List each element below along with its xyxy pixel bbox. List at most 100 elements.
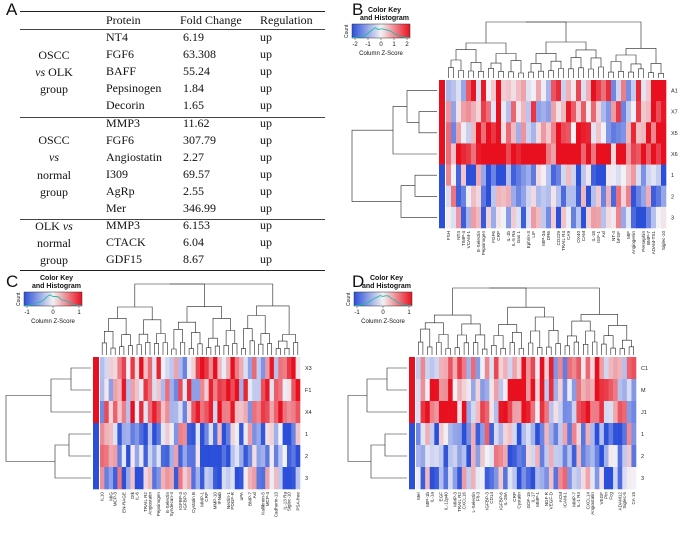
dendrogram-branch (119, 346, 125, 355)
heatmap-cell (512, 467, 518, 490)
heatmap-cell (269, 357, 275, 380)
heatmap-cell (561, 164, 567, 187)
dendrogram-branch (571, 320, 591, 336)
heatmap-cell (438, 401, 444, 424)
heatmap-cell (269, 379, 275, 402)
dendrogram-branch (625, 48, 657, 64)
heatmap-cell (606, 185, 612, 208)
dendrogram-branch (608, 71, 614, 78)
heatmap-cell (484, 401, 490, 424)
heatmap-cell (152, 445, 157, 468)
heatmap-cell (541, 101, 547, 123)
dendrogram-branch (518, 348, 524, 355)
heatmap-cell (498, 445, 504, 468)
color-key-title: Color Key (40, 275, 73, 282)
heatmap-cell (536, 164, 542, 187)
heatmap-cell (476, 80, 482, 102)
heatmap-cell (581, 401, 586, 424)
heatmap-cell (230, 401, 236, 424)
heatmap-cell (160, 467, 166, 490)
heatmap-cell (130, 445, 136, 468)
dendrogram-branch (278, 340, 288, 349)
heatmap-cell (641, 80, 647, 102)
color-key-count-label: Count (16, 292, 22, 306)
heatmap-cell (556, 143, 562, 165)
group-side-bar (439, 101, 445, 123)
heatmap-column-label: EN-RAGE (121, 492, 126, 513)
heatmap-cell (108, 423, 114, 446)
heatmap-cell (452, 357, 458, 380)
table-cell-reg: up (260, 81, 272, 96)
heatmap-cell (448, 467, 453, 490)
heatmap-cell (496, 80, 502, 102)
table-row: Decorin 1.65 up (20, 98, 325, 115)
heatmap-cell (521, 357, 527, 380)
heatmap-cell (531, 164, 537, 187)
dendrogram-branch (54, 444, 91, 479)
heatmap-cell (476, 122, 482, 144)
table-cell-protein: FGF6 (106, 47, 135, 62)
color-key-subtitle: and Histogram (362, 283, 411, 290)
heatmap-cell (553, 467, 559, 490)
heatmap-column-label: FGF6 (491, 231, 496, 243)
color-key-tick-label: 1 (392, 42, 396, 48)
heatmap-row-label: X4 (305, 410, 312, 416)
heatmap-cell (566, 143, 572, 165)
color-key-histogram (23, 294, 83, 307)
heatmap-cell (631, 80, 637, 102)
heatmap-cell (512, 423, 518, 446)
heatmap-cell (448, 445, 453, 468)
heatmap-cell (576, 80, 582, 102)
heatmap-cell (178, 379, 183, 402)
heatmap-cell (631, 357, 637, 380)
heatmap-cell (606, 101, 612, 123)
heatmap-column-label: BMP-7 (248, 492, 253, 506)
heatmap-cell (243, 379, 249, 402)
heatmap-cell (456, 143, 462, 165)
heatmap-cell (480, 401, 486, 424)
heatmap-cell (486, 143, 492, 165)
heatmap-cell (596, 101, 602, 123)
heatmap-cell (539, 445, 545, 468)
heatmap-cell (256, 445, 262, 468)
heatmap-cell (544, 401, 550, 424)
heatmap-cell (191, 445, 196, 468)
heatmap-cell (562, 467, 568, 490)
heatmap-cell (217, 401, 223, 424)
table-cell-protein: I309 (106, 166, 128, 181)
heatmap-cell (260, 423, 266, 446)
heatmap-cell (461, 401, 467, 424)
heatmap-cell (651, 101, 657, 123)
heatmap-cell (278, 445, 283, 468)
heatmap-cell (117, 423, 123, 446)
heatmap-cell (213, 445, 218, 468)
heatmap-cell (503, 423, 508, 446)
heatmap-cell (256, 401, 262, 424)
heatmap-cell (182, 401, 188, 424)
heatmap-column-label: TIMP-4 (461, 231, 466, 247)
heatmap-cell (121, 423, 127, 446)
heatmap-cell (438, 379, 444, 402)
heatmap-cell (234, 401, 240, 424)
heatmap-column-label: IL-17 (530, 492, 535, 503)
heatmap-cell (581, 143, 587, 165)
heatmap-cell (130, 357, 136, 380)
heatmap-cell (452, 467, 458, 490)
heatmap-cell (544, 445, 550, 468)
heatmap-cell (108, 401, 114, 424)
heatmap-cell (452, 401, 458, 424)
heatmap-cell (152, 423, 157, 446)
heatmap-cell (521, 445, 527, 468)
table-group-rule (20, 116, 325, 118)
heatmap-cell (471, 423, 476, 446)
heatmap-cell (484, 445, 490, 468)
heatmap-cell (516, 445, 522, 468)
heatmap-cell (295, 401, 301, 424)
heatmap-cell (243, 423, 249, 446)
heatmap-cell (561, 206, 567, 229)
heatmap-cell (134, 423, 140, 446)
heatmap-cell (466, 467, 472, 490)
heatmap-cell (113, 379, 118, 402)
heatmap-cell (438, 467, 444, 490)
